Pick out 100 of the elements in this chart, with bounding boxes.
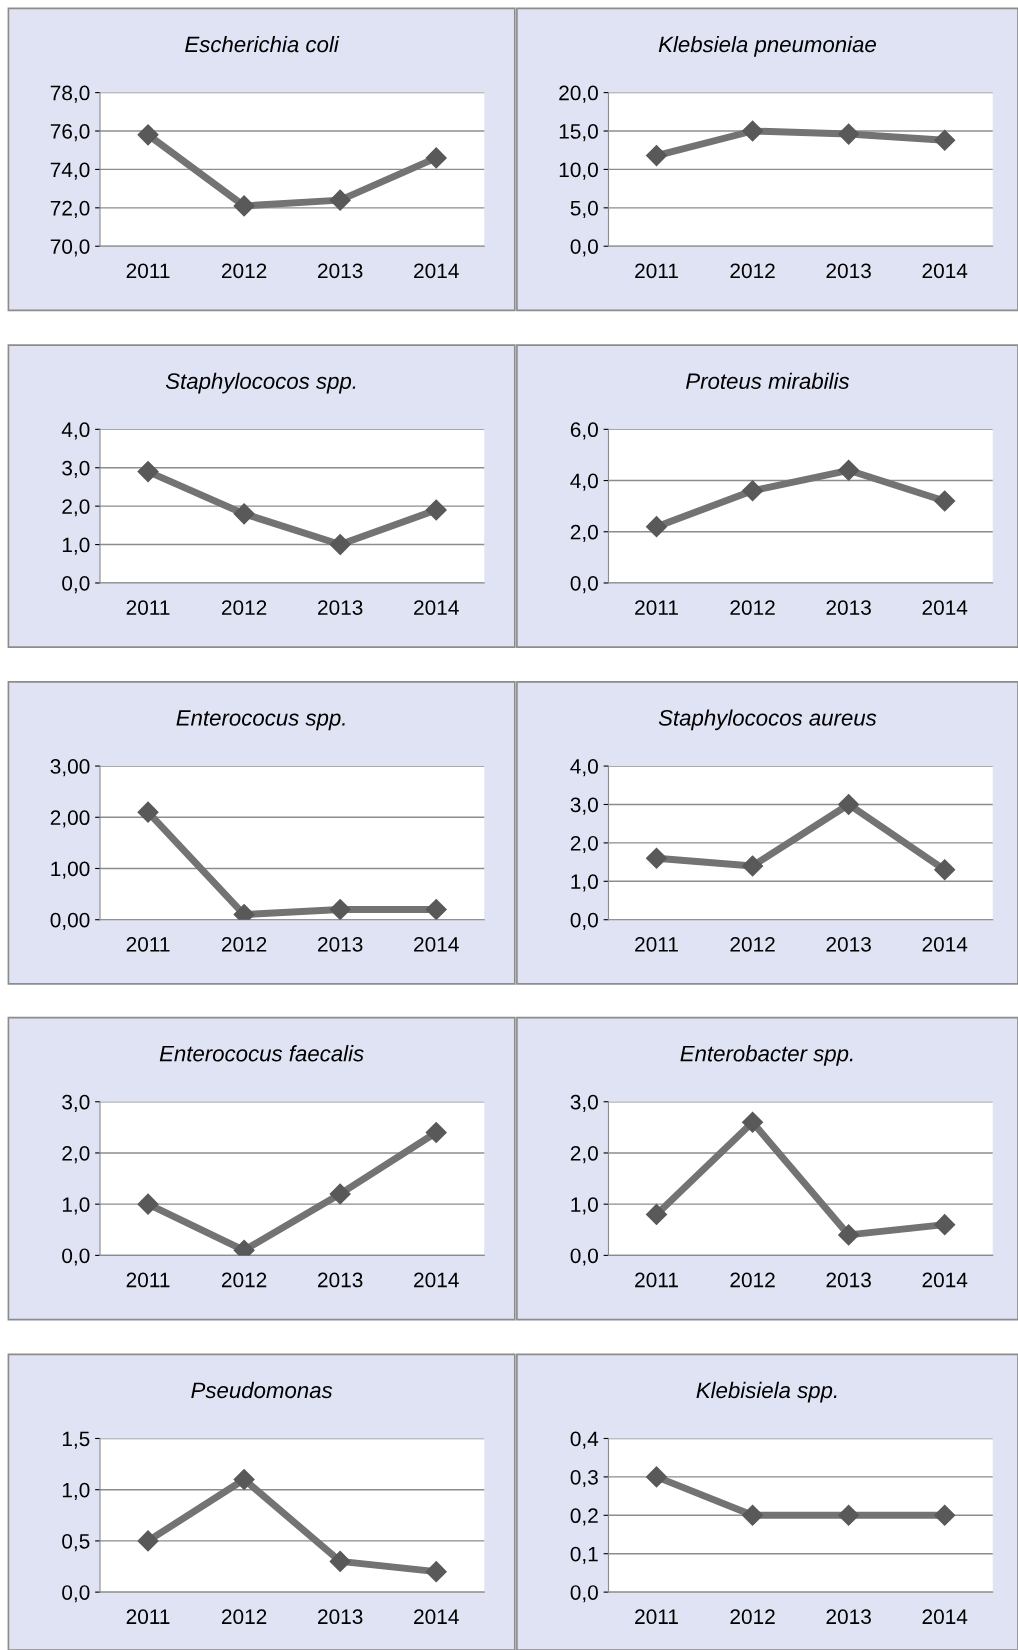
x-tick-label: 2014: [922, 263, 968, 279]
y-tick-label: 1,0: [571, 874, 598, 892]
x-tick-label: 2012: [221, 1609, 267, 1625]
point: [838, 459, 860, 481]
point: [425, 147, 447, 169]
point: [425, 1561, 447, 1583]
y-tick-label: 4,0: [570, 759, 598, 777]
x-tick-label: 2013: [826, 936, 871, 952]
y-tick-label: 1,00: [51, 861, 90, 879]
y-tick-label: 0,4: [570, 1431, 599, 1449]
point: [329, 898, 351, 920]
y-tick-label: 0,0: [570, 912, 598, 930]
point: [329, 534, 351, 556]
point: [742, 1111, 764, 1133]
chart-title: Klebisiela spp.: [696, 1381, 837, 1403]
x-tick-label: 2011: [126, 1609, 170, 1625]
point: [137, 1530, 159, 1552]
chart-title: Enterococus spp.: [176, 710, 345, 731]
y-tick-label: 70,0: [50, 239, 90, 257]
y-tick-label: 0,5: [62, 1533, 90, 1552]
point: [934, 1214, 956, 1236]
x-tick-label: 2014: [414, 936, 459, 952]
point: [233, 503, 255, 525]
x-tick-label: 2014: [922, 1609, 968, 1625]
y-tick-label: 74,0: [50, 162, 90, 180]
x-tick-label: 2011: [126, 600, 170, 615]
y-tick-label: 4,0: [61, 422, 90, 440]
x-tick-label: 2014: [922, 600, 968, 615]
x-tick-label: 2013: [826, 1272, 871, 1288]
y-tick-label: 3,00: [50, 759, 90, 777]
y-tick-label: 2,0: [62, 1145, 90, 1164]
point: [329, 1550, 351, 1572]
x-tick-label: 2013: [826, 1609, 871, 1625]
point: [742, 855, 764, 877]
chart-title: Escherichia coli: [185, 35, 340, 53]
x-tick-label: 2014: [414, 1272, 459, 1288]
y-tick-label: 2,0: [570, 524, 598, 542]
point: [137, 801, 159, 823]
chart-title: Enterococus faecalis: [159, 1045, 364, 1062]
y-tick-label: 2,0: [570, 1145, 598, 1164]
x-tick-label: 2012: [730, 263, 775, 279]
x-tick-label: 2012: [730, 1272, 775, 1288]
x-tick-label: 2014: [414, 1609, 459, 1625]
x-tick-label: 2011: [635, 1272, 678, 1288]
x-tick-label: 2011: [126, 263, 170, 279]
point: [233, 195, 255, 217]
y-tick-label: 3,0: [570, 1094, 598, 1112]
x-tick-label: 2012: [221, 600, 267, 615]
point: [425, 898, 447, 920]
point: [329, 189, 351, 211]
x-tick-label: 2013: [826, 600, 871, 615]
y-tick-label: 0,0: [570, 1248, 598, 1266]
x-tick-label: 2012: [730, 600, 775, 615]
y-tick-label: 6,0: [570, 422, 598, 440]
x-tick-label: 2011: [635, 1609, 678, 1625]
y-tick-label: 20,0: [559, 85, 598, 103]
point: [137, 1193, 159, 1215]
x-tick-label: 2011: [635, 600, 678, 615]
y-tick-label: 0,0: [62, 1585, 90, 1603]
y-tick-label: 3,0: [62, 1094, 90, 1112]
y-tick-label: 10,0: [559, 162, 598, 180]
x-tick-label: 2013: [826, 263, 871, 279]
y-tick-label: 3,0: [62, 460, 90, 478]
y-tick-label: 0,2: [570, 1508, 598, 1526]
y-tick-label: 1,0: [571, 1197, 598, 1215]
point: [742, 480, 764, 502]
y-tick-label: 3,0: [570, 797, 598, 815]
point: [329, 1183, 351, 1205]
x-tick-label: 2013: [318, 263, 363, 279]
point: [233, 1468, 255, 1490]
y-tick-label: 5,0: [570, 200, 598, 219]
x-tick-label: 2013: [318, 600, 363, 615]
y-tick-label: 0,0: [570, 575, 598, 594]
y-tick-label: 1,0: [62, 1197, 90, 1215]
x-tick-label: 2011: [635, 936, 678, 952]
y-tick-label: 0,0: [570, 1585, 598, 1603]
x-tick-label: 2013: [318, 936, 363, 952]
x-tick-label: 2013: [318, 1272, 363, 1288]
point: [645, 847, 668, 869]
y-tick-label: 1,0: [62, 537, 90, 555]
y-tick-label: 4,0: [570, 473, 598, 491]
x-tick-label: 2012: [221, 1272, 267, 1288]
y-tick-label: 72,0: [50, 200, 90, 219]
x-tick-label: 2011: [126, 1272, 170, 1288]
x-tick-label: 2014: [414, 263, 459, 279]
x-tick-label: 2012: [221, 936, 267, 952]
x-tick-label: 2011: [126, 936, 170, 952]
y-tick-label: 0,3: [570, 1469, 598, 1488]
y-tick-label: 0,0: [62, 575, 90, 594]
y-tick-label: 2,0: [570, 835, 598, 854]
point: [137, 461, 159, 483]
point: [934, 129, 956, 151]
x-tick-label: 2014: [922, 936, 968, 952]
point: [137, 124, 159, 146]
x-tick-label: 2011: [635, 263, 678, 279]
y-tick-label: 0,00: [50, 912, 90, 930]
point: [934, 490, 956, 512]
point: [838, 793, 860, 815]
chart-title: Staphylococos aureus: [658, 709, 877, 731]
chart-title: Proteus mirabilis: [686, 372, 850, 389]
